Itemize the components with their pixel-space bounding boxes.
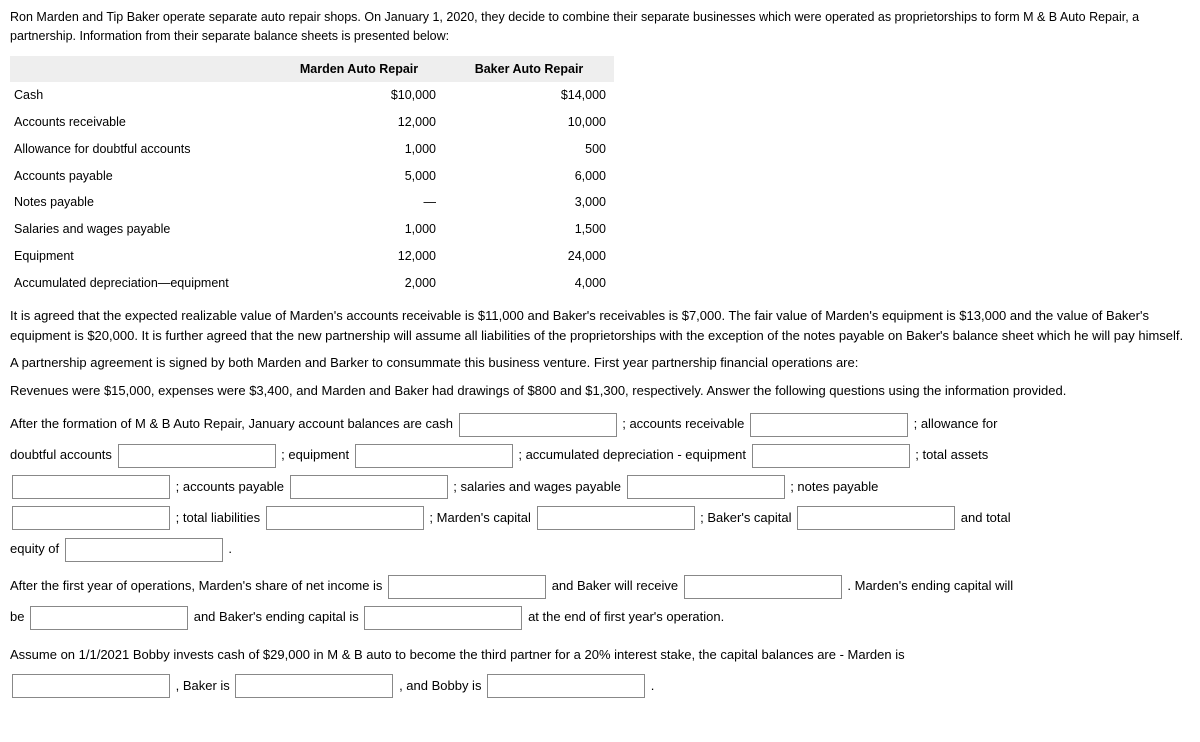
text-accum-dep: ; accumulated depreciation - equipment [518,447,746,462]
table-row: Accounts payable5,0006,000 [10,163,614,190]
text-period-1: . [228,541,232,556]
row-label: Allowance for doubtful accounts [10,136,274,163]
table-row: Salaries and wages payable1,0001,500 [10,216,614,243]
text-be: be [10,609,24,624]
text-marden-capital: ; Marden's capital [429,510,530,525]
text-bobby-invest: Assume on 1/1/2021 Bobby invests cash of… [10,647,905,662]
paragraph-agreement: It is agreed that the expected realizabl… [10,306,1190,345]
input-baker-net-income[interactable] [684,575,842,599]
row-label: Accounts receivable [10,109,274,136]
table-row: Accumulated depreciation—equipment2,0004… [10,270,614,297]
text-period-3: . [651,678,655,693]
header-marden: Marden Auto Repair [274,56,444,83]
text-and-total: and total [961,510,1011,525]
row-baker-value: 1,500 [444,216,614,243]
text-bobby-is: , and Bobby is [399,678,481,693]
input-accounts-payable[interactable] [290,475,448,499]
table-row: Accounts receivable12,00010,000 [10,109,614,136]
input-accum-dep[interactable] [752,444,910,468]
text-formation-cash: After the formation of M & B Auto Repair… [10,416,453,431]
row-baker-value: $14,000 [444,82,614,109]
table-row: Equipment12,00024,000 [10,243,614,270]
input-total-equity[interactable] [65,538,223,562]
row-label: Cash [10,82,274,109]
row-marden-value: — [274,189,444,216]
row-baker-value: 4,000 [444,270,614,297]
row-marden-value: 5,000 [274,163,444,190]
input-bobby-balance[interactable] [487,674,645,698]
text-notes-payable: ; notes payable [790,479,878,494]
text-doubtful-accounts: doubtful accounts [10,447,112,462]
row-marden-value: 1,000 [274,216,444,243]
table-row: Cash$10,000$14,000 [10,82,614,109]
text-ar: ; accounts receivable [622,416,744,431]
input-marden-balance[interactable] [12,674,170,698]
input-baker-balance[interactable] [235,674,393,698]
table-row: Allowance for doubtful accounts1,000500 [10,136,614,163]
text-equipment: ; equipment [281,447,349,462]
input-marden-capital[interactable] [537,506,695,530]
row-marden-value: 2,000 [274,270,444,297]
balance-sheet-table: Marden Auto Repair Baker Auto Repair Cas… [10,56,614,297]
text-baker-is: , Baker is [176,678,230,693]
header-baker: Baker Auto Repair [444,56,614,83]
text-ap: ; accounts payable [176,479,284,494]
text-sw-payable: ; salaries and wages payable [453,479,621,494]
row-marden-value: $10,000 [274,82,444,109]
input-salaries-wages-payable[interactable] [627,475,785,499]
row-label: Salaries and wages payable [10,216,274,243]
text-allowance-for: ; allowance for [914,416,998,431]
input-total-liabilities[interactable] [266,506,424,530]
row-marden-value: 1,000 [274,136,444,163]
row-label: Notes payable [10,189,274,216]
text-total-assets: ; total assets [915,447,988,462]
text-baker-ending: and Baker's ending capital is [194,609,359,624]
fill-block-3: Assume on 1/1/2021 Bobby invests cash of… [10,639,1190,701]
row-baker-value: 6,000 [444,163,614,190]
row-baker-value: 24,000 [444,243,614,270]
row-marden-value: 12,000 [274,243,444,270]
paragraph-revenues: Revenues were $15,000, expenses were $3,… [10,381,1190,401]
input-marden-net-income[interactable] [388,575,546,599]
row-baker-value: 10,000 [444,109,614,136]
text-baker-capital: ; Baker's capital [700,510,791,525]
row-label: Equipment [10,243,274,270]
fill-block-2: After the first year of operations, Mard… [10,570,1190,632]
text-equity-of: equity of [10,541,59,556]
input-accounts-receivable[interactable] [750,413,908,437]
row-baker-value: 3,000 [444,189,614,216]
text-total-liab: ; total liabilities [176,510,261,525]
fill-block-1: After the formation of M & B Auto Repair… [10,408,1190,564]
paragraph-partnership: A partnership agreement is signed by bot… [10,353,1190,373]
input-baker-capital[interactable] [797,506,955,530]
row-baker-value: 500 [444,136,614,163]
table-row: Notes payable—3,000 [10,189,614,216]
row-label: Accumulated depreciation—equipment [10,270,274,297]
row-marden-value: 12,000 [274,109,444,136]
text-first-year-marden: After the first year of operations, Mard… [10,578,382,593]
row-label: Accounts payable [10,163,274,190]
text-end-first-year: at the end of first year's operation. [528,609,724,624]
input-marden-ending-capital[interactable] [30,606,188,630]
input-total-assets[interactable] [12,475,170,499]
input-notes-payable[interactable] [12,506,170,530]
intro-paragraph: Ron Marden and Tip Baker operate separat… [10,8,1190,46]
input-allowance-doubtful[interactable] [118,444,276,468]
text-marden-ending: . Marden's ending capital will [847,578,1013,593]
input-equipment[interactable] [355,444,513,468]
input-baker-ending-capital[interactable] [364,606,522,630]
text-baker-receive: and Baker will receive [552,578,678,593]
header-blank [10,56,274,83]
input-cash[interactable] [459,413,617,437]
